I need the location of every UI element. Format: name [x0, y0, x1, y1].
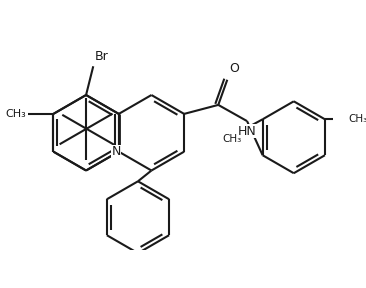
Text: CH₃: CH₃	[348, 114, 366, 124]
Text: O: O	[229, 62, 239, 75]
Text: CH₃: CH₃	[223, 134, 242, 144]
Text: HN: HN	[238, 125, 257, 138]
Text: N: N	[111, 145, 121, 158]
Text: Br: Br	[95, 50, 109, 63]
Text: CH₃: CH₃	[5, 109, 26, 119]
